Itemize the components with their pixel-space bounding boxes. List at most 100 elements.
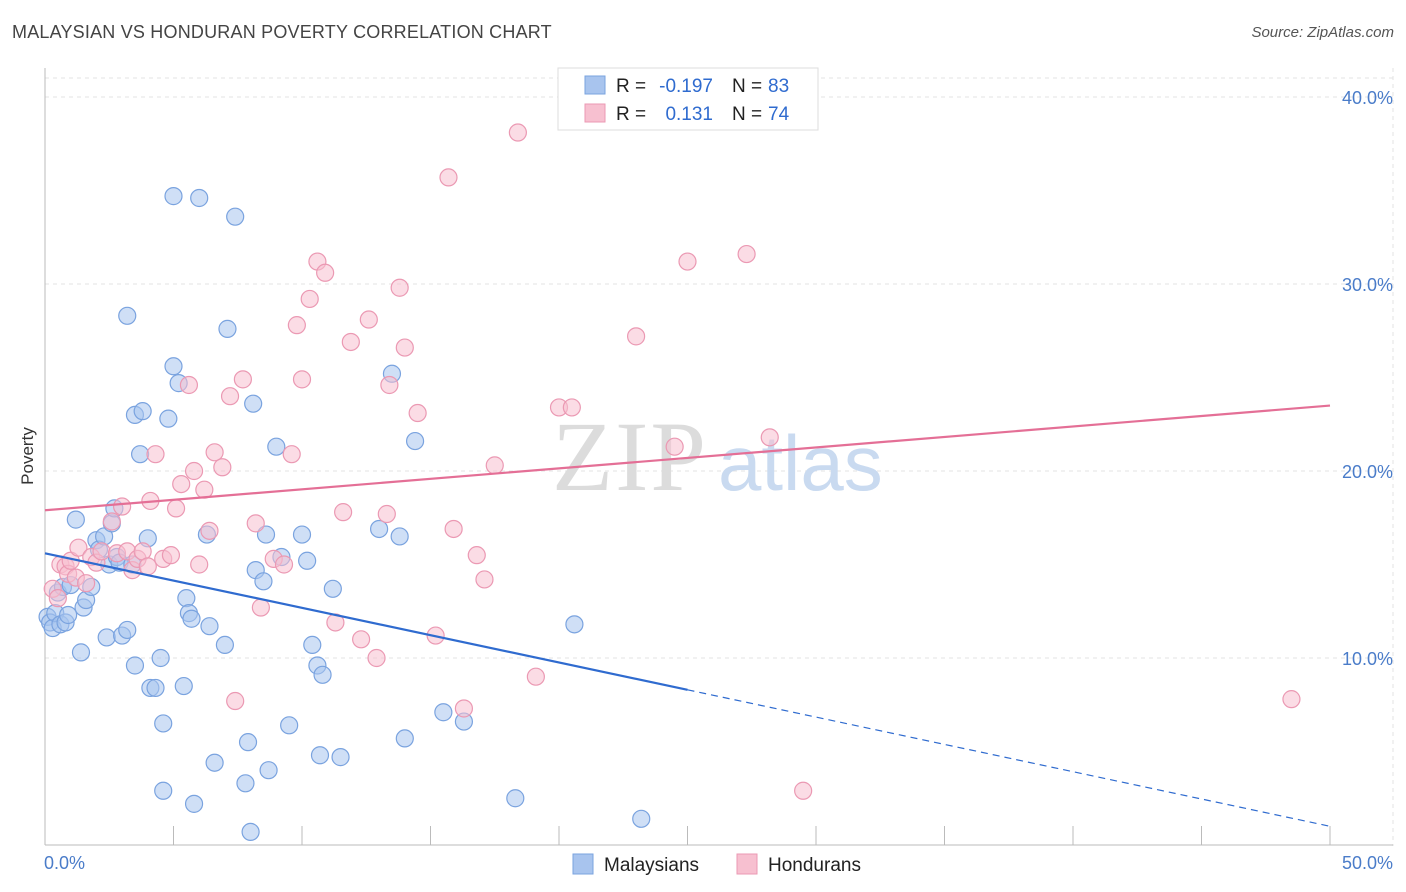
hondurans-point-43	[300, 289, 319, 309]
series-hondurans-points	[43, 123, 1301, 800]
hondurans-point-59	[444, 519, 463, 539]
legend-label-hondurans: Hondurans	[768, 855, 861, 876]
hondurans-point-49	[352, 630, 371, 649]
malaysians-point-70	[313, 665, 332, 684]
watermark-atlas: atlas	[718, 419, 883, 507]
malaysians-point-25	[118, 620, 137, 640]
malaysians-point-57	[244, 394, 263, 413]
malaysians-point-27	[125, 656, 145, 675]
y-tick-label-2: 30.0%	[1342, 275, 1393, 295]
watermark: ZIP atlas	[552, 401, 883, 512]
hondurans-point-61	[467, 546, 486, 565]
y-tick-label-1: 20.0%	[1342, 462, 1393, 482]
malaysians-point-30	[130, 445, 150, 464]
malaysians-trend-line	[44, 552, 688, 691]
malaysians-point-65	[292, 525, 312, 544]
malaysians-point-55	[238, 733, 258, 752]
stats-n-value-malaysians: 83	[768, 76, 789, 97]
trend-lines	[44, 404, 1331, 827]
malaysians-point-76	[395, 729, 414, 748]
chart-source: Source: ZipAtlas.com	[1251, 24, 1394, 41]
hondurans-point-7	[69, 538, 88, 557]
malaysians-point-51	[215, 635, 234, 655]
malaysians-point-59	[254, 572, 273, 591]
hondurans-point-70	[678, 252, 697, 271]
hondurans-point-8	[77, 574, 96, 593]
malaysians-point-80	[506, 789, 525, 808]
y-axis-label: Poverty	[18, 427, 37, 485]
malaysians-point-49	[200, 617, 219, 636]
hondurans-point-12	[102, 512, 121, 531]
hondurans-point-34	[226, 691, 245, 711]
tick-labels: 10.0% 20.0% 30.0% 40.0% 0.0% 50.0%	[44, 88, 1393, 873]
hondurans-point-24	[166, 499, 186, 518]
hondurans-point-50	[359, 310, 378, 329]
y-tick-label-0: 10.0%	[1342, 649, 1393, 669]
malaysians-point-35	[151, 648, 170, 668]
hondurans-point-65	[526, 667, 545, 686]
malaysians-point-47	[190, 188, 209, 208]
hondurans-point-72	[760, 428, 779, 447]
hondurans-point-42	[292, 370, 312, 389]
malaysians-point-46	[184, 794, 204, 813]
hondurans-trend-line	[44, 404, 1331, 512]
hondurans-point-67	[562, 398, 581, 417]
malaysians-point-42	[174, 676, 193, 696]
malaysians-point-60	[256, 525, 276, 544]
malaysians-point-56	[241, 822, 260, 842]
hondurans-point-40	[282, 445, 301, 464]
malaysians-point-62	[267, 437, 286, 456]
hondurans-point-36	[246, 514, 265, 533]
hondurans-point-63	[485, 456, 504, 475]
stats-n-label-malaysians: N =	[732, 76, 762, 97]
hondurans-point-19	[138, 557, 157, 576]
malaysians-point-82	[632, 809, 651, 828]
hondurans-point-11	[92, 542, 111, 561]
hondurans-point-48	[341, 332, 360, 352]
hondurans-point-32	[213, 458, 232, 477]
series-legend: Malaysians Hondurans	[572, 853, 861, 876]
hondurans-point-23	[161, 546, 181, 565]
malaysians-point-18	[97, 628, 116, 647]
stats-swatch-hondurans	[584, 103, 606, 123]
malaysians-point-39	[164, 357, 183, 376]
malaysians-point-31	[133, 402, 152, 421]
stats-swatch-malaysians	[584, 75, 606, 95]
hondurans-point-37	[251, 598, 270, 617]
malaysians-point-78	[434, 703, 453, 722]
hondurans-point-62	[475, 570, 494, 589]
malaysians-point-8	[59, 605, 78, 625]
stats-n-label-hondurans: N =	[732, 104, 762, 125]
hondurans-point-26	[179, 375, 199, 395]
hondurans-point-73	[794, 781, 813, 800]
malaysians-point-54	[236, 774, 255, 793]
hondurans-point-51	[367, 648, 386, 668]
malaysians-point-34	[146, 678, 165, 698]
hondurans-point-39	[274, 555, 294, 574]
malaysians-point-50	[205, 753, 224, 772]
hondurans-point-56	[408, 403, 427, 423]
malaysians-point-75	[390, 527, 409, 546]
gridlines	[45, 68, 1394, 846]
hondurans-point-30	[200, 521, 219, 540]
stats-r-value-malaysians: -0.197	[659, 76, 713, 97]
x-tick-label-1: 50.0%	[1342, 853, 1393, 873]
malaysians-point-43	[177, 589, 196, 608]
hondurans-point-74	[1282, 690, 1301, 709]
y-tick-label-3: 40.0%	[1342, 88, 1393, 108]
hondurans-point-68	[626, 327, 646, 346]
chart-title: MALAYSIAN VS HONDURAN POVERTY CORRELATIO…	[12, 22, 552, 42]
malaysians-point-11	[71, 643, 91, 662]
malaysians-point-40	[164, 187, 183, 206]
hondurans-point-53	[380, 375, 399, 395]
malaysians-point-52	[218, 319, 237, 338]
hondurans-point-28	[190, 555, 209, 574]
hondurans-point-45	[316, 263, 335, 282]
malaysians-point-53	[226, 207, 245, 226]
hondurans-point-1	[48, 589, 67, 608]
malaysians-point-66	[298, 551, 317, 570]
hondurans-point-21	[146, 445, 165, 464]
hondurans-point-14	[112, 497, 132, 516]
malaysians-point-81	[565, 615, 584, 634]
